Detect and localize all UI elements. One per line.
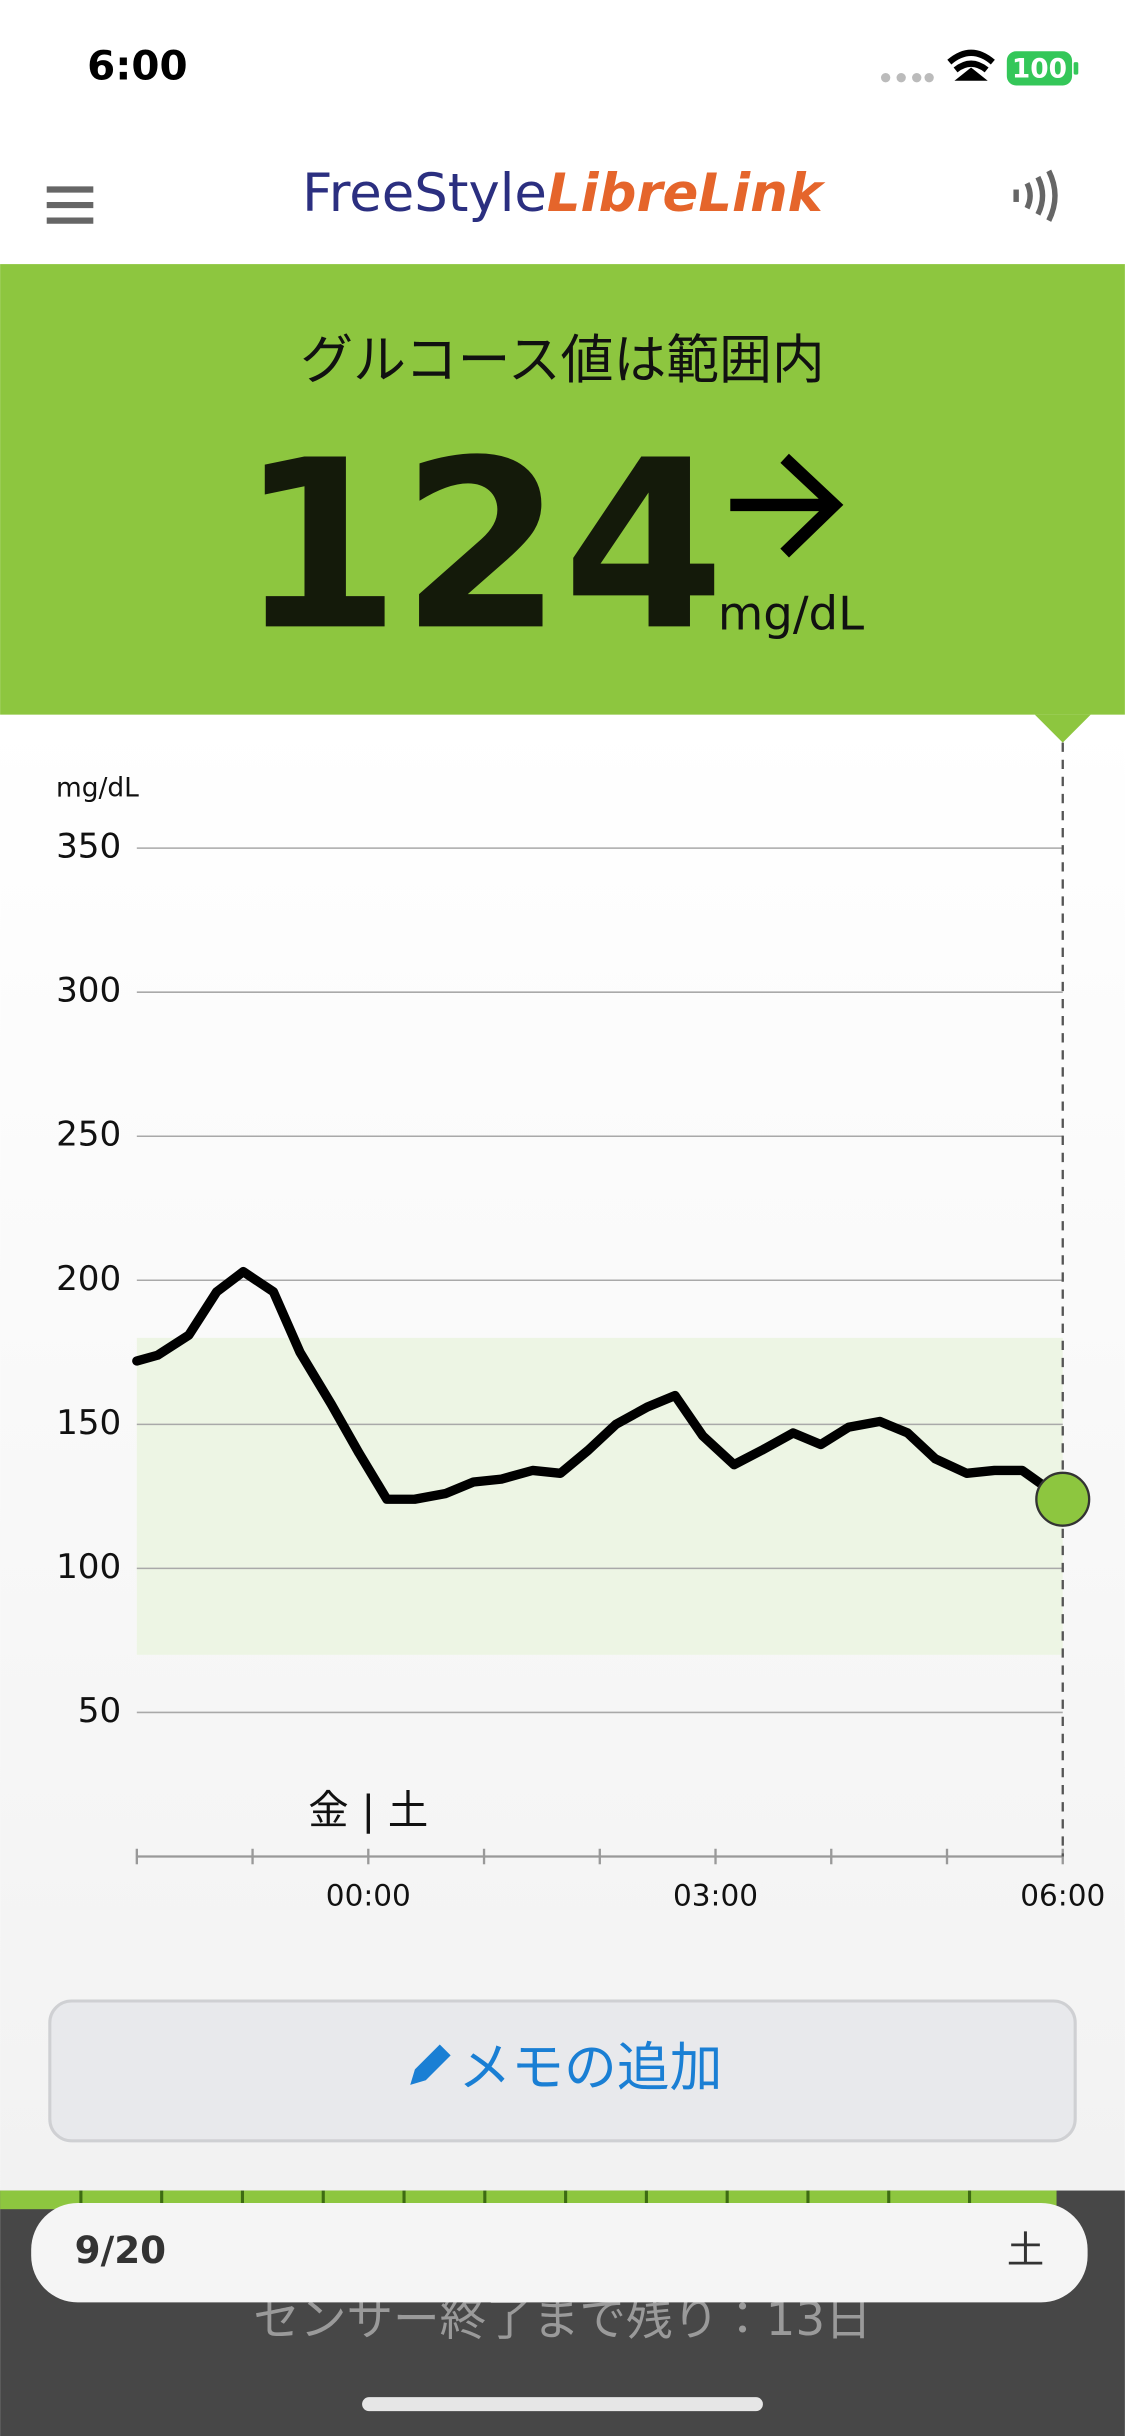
y-tick-label: 150 (56, 1403, 121, 1443)
wifi-icon (947, 49, 995, 81)
x-tick-label: 03:00 (673, 1878, 758, 1912)
x-tick-label: 06:00 (1020, 1878, 1105, 1912)
banner-pointer (1034, 714, 1091, 743)
x-tick-label: 00:00 (326, 1878, 411, 1912)
y-tick-label: 100 (56, 1547, 121, 1587)
status-time: 6:00 (87, 42, 187, 89)
current-point (1035, 1471, 1091, 1527)
target-range (136, 1337, 1063, 1655)
logo-brand: FreeStyle (302, 162, 547, 223)
glucose-line (132, 1266, 1068, 1504)
battery-level: 100 (1012, 53, 1067, 84)
y-tick-label: 300 (56, 971, 121, 1011)
scan-button[interactable] (1013, 169, 1058, 222)
battery-tip (1073, 62, 1079, 75)
glucose-status: グルコース値は範囲内 (300, 330, 824, 391)
glucose-chart: mg/dL 50 100 150 200 250 300 350 00:00 03:00 06:0… (56, 742, 1105, 1912)
glucose-banner (0, 264, 1125, 715)
weekday-label: 土 (1007, 2228, 1044, 2272)
y-tick-label: 250 (56, 1115, 121, 1155)
glucose-value: 124 (239, 410, 725, 681)
add-memo-label: メモの追加 (458, 2038, 722, 2099)
y-tick-label: 200 (56, 1259, 121, 1299)
home-indicator (362, 2397, 763, 2412)
y-tick-label: 50 (78, 1691, 121, 1731)
battery-icon (1006, 51, 1073, 86)
app-logo: FreeStyleLibreLink (302, 162, 826, 223)
signal-icon (880, 73, 934, 83)
y-axis-label: mg/dL (56, 773, 139, 804)
pencil-icon (410, 2044, 451, 2085)
y-tick-label: 350 (56, 827, 121, 867)
logo-product: LibreLink (547, 162, 826, 223)
menu-button[interactable] (46, 186, 94, 224)
day-change-label: 金 | 土 (308, 1787, 428, 1834)
trend-arrow (730, 453, 844, 558)
add-memo-button[interactable] (48, 1999, 1077, 2143)
date-bar[interactable] (31, 2202, 1088, 2303)
glucose-unit: mg/dL (718, 586, 864, 640)
date-label: 9/20 (75, 2228, 166, 2272)
